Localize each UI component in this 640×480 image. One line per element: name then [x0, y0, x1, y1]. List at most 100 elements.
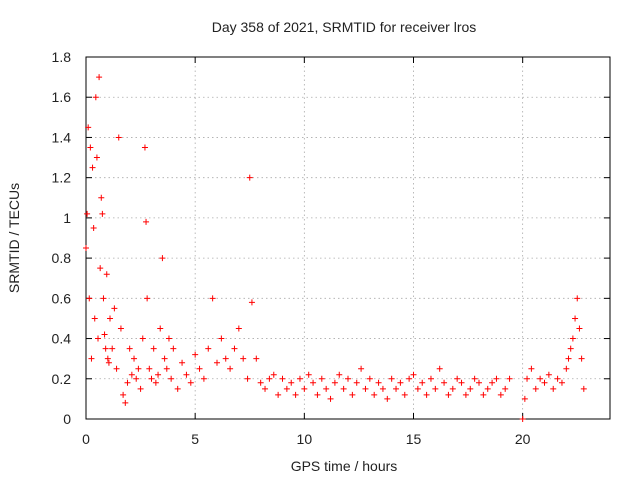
data-point — [96, 74, 103, 81]
data-point — [528, 365, 535, 372]
data-point — [576, 325, 583, 332]
data-point — [152, 379, 159, 386]
x-tick-label: 5 — [191, 431, 199, 447]
data-point — [91, 315, 98, 322]
data-point — [218, 335, 225, 342]
x-tick-label: 0 — [82, 431, 90, 447]
data-point — [95, 335, 102, 342]
x-tick-label: 10 — [297, 431, 313, 447]
data-point — [524, 375, 531, 382]
data-point — [578, 355, 585, 362]
data-point — [349, 391, 356, 398]
data-point — [246, 174, 253, 181]
data-point — [414, 385, 421, 392]
data-point — [427, 375, 434, 382]
data-point — [275, 391, 282, 398]
x-axis-label: GPS time / hours — [291, 458, 398, 474]
data-point — [150, 345, 157, 352]
data-point — [580, 385, 587, 392]
data-point — [292, 391, 299, 398]
data-point — [550, 385, 557, 392]
data-point — [144, 295, 151, 302]
y-tick-label: 0.6 — [52, 290, 72, 306]
data-point — [458, 379, 465, 386]
data-point — [353, 379, 360, 386]
data-point — [200, 375, 207, 382]
data-point — [537, 375, 544, 382]
data-point — [227, 365, 234, 372]
data-point — [449, 385, 456, 392]
y-axis-label: SRMTID / TECUs — [6, 183, 22, 293]
data-point — [558, 379, 565, 386]
data-point — [296, 375, 303, 382]
data-point — [388, 375, 395, 382]
data-point — [192, 351, 199, 358]
data-point — [141, 144, 148, 151]
data-point — [244, 375, 251, 382]
data-point — [327, 395, 334, 402]
chart-title: Day 358 of 2021, SRMTID for receiver lro… — [212, 19, 477, 35]
data-point — [148, 375, 155, 382]
data-point — [572, 315, 579, 322]
data-point — [146, 365, 153, 372]
data-point — [97, 265, 104, 272]
data-point — [99, 210, 106, 217]
data-point — [375, 379, 382, 386]
data-point — [384, 395, 391, 402]
y-tick-label: 1.4 — [52, 129, 72, 145]
data-point — [521, 395, 528, 402]
data-point — [489, 379, 496, 386]
data-point — [98, 194, 105, 201]
data-point — [126, 345, 133, 352]
data-point — [109, 345, 116, 352]
y-tick-label: 0.2 — [52, 371, 72, 387]
data-point — [493, 375, 500, 382]
data-point — [305, 371, 312, 378]
data-point — [248, 299, 255, 306]
data-point — [209, 295, 216, 302]
data-point — [170, 345, 177, 352]
data-point — [222, 355, 229, 362]
data-point — [393, 385, 400, 392]
data-point — [205, 345, 212, 352]
data-point — [100, 295, 107, 302]
data-point — [159, 255, 166, 262]
data-point — [128, 371, 135, 378]
data-point — [86, 295, 93, 302]
data-point — [89, 164, 96, 171]
data-point — [161, 355, 168, 362]
y-tick-label: 1.2 — [52, 170, 72, 186]
data-point — [131, 355, 138, 362]
data-point — [84, 210, 91, 217]
y-tick-label: 0.4 — [52, 331, 72, 347]
data-point — [318, 375, 325, 382]
data-point — [113, 365, 120, 372]
data-point — [266, 375, 273, 382]
y-tick-label: 1 — [63, 210, 71, 226]
data-point — [163, 365, 170, 372]
data-point — [445, 391, 452, 398]
data-point — [567, 345, 574, 352]
data-point — [362, 385, 369, 392]
data-point — [331, 379, 338, 386]
data-point — [471, 375, 478, 382]
data-point — [174, 385, 181, 392]
data-point — [379, 385, 386, 392]
data-point — [155, 371, 162, 378]
data-point — [102, 345, 109, 352]
data-point — [336, 371, 343, 378]
data-point — [214, 359, 220, 366]
data-point — [85, 124, 92, 131]
data-point — [423, 391, 430, 398]
data-point — [563, 365, 570, 372]
data-point — [139, 335, 146, 342]
data-point — [87, 144, 94, 151]
data-point — [157, 325, 164, 332]
data-point — [122, 399, 129, 406]
data-point — [419, 379, 426, 386]
y-tick-label: 1.6 — [52, 89, 72, 105]
data-point — [323, 385, 330, 392]
data-point — [310, 379, 317, 386]
data-point — [117, 325, 124, 332]
data-point — [480, 391, 487, 398]
